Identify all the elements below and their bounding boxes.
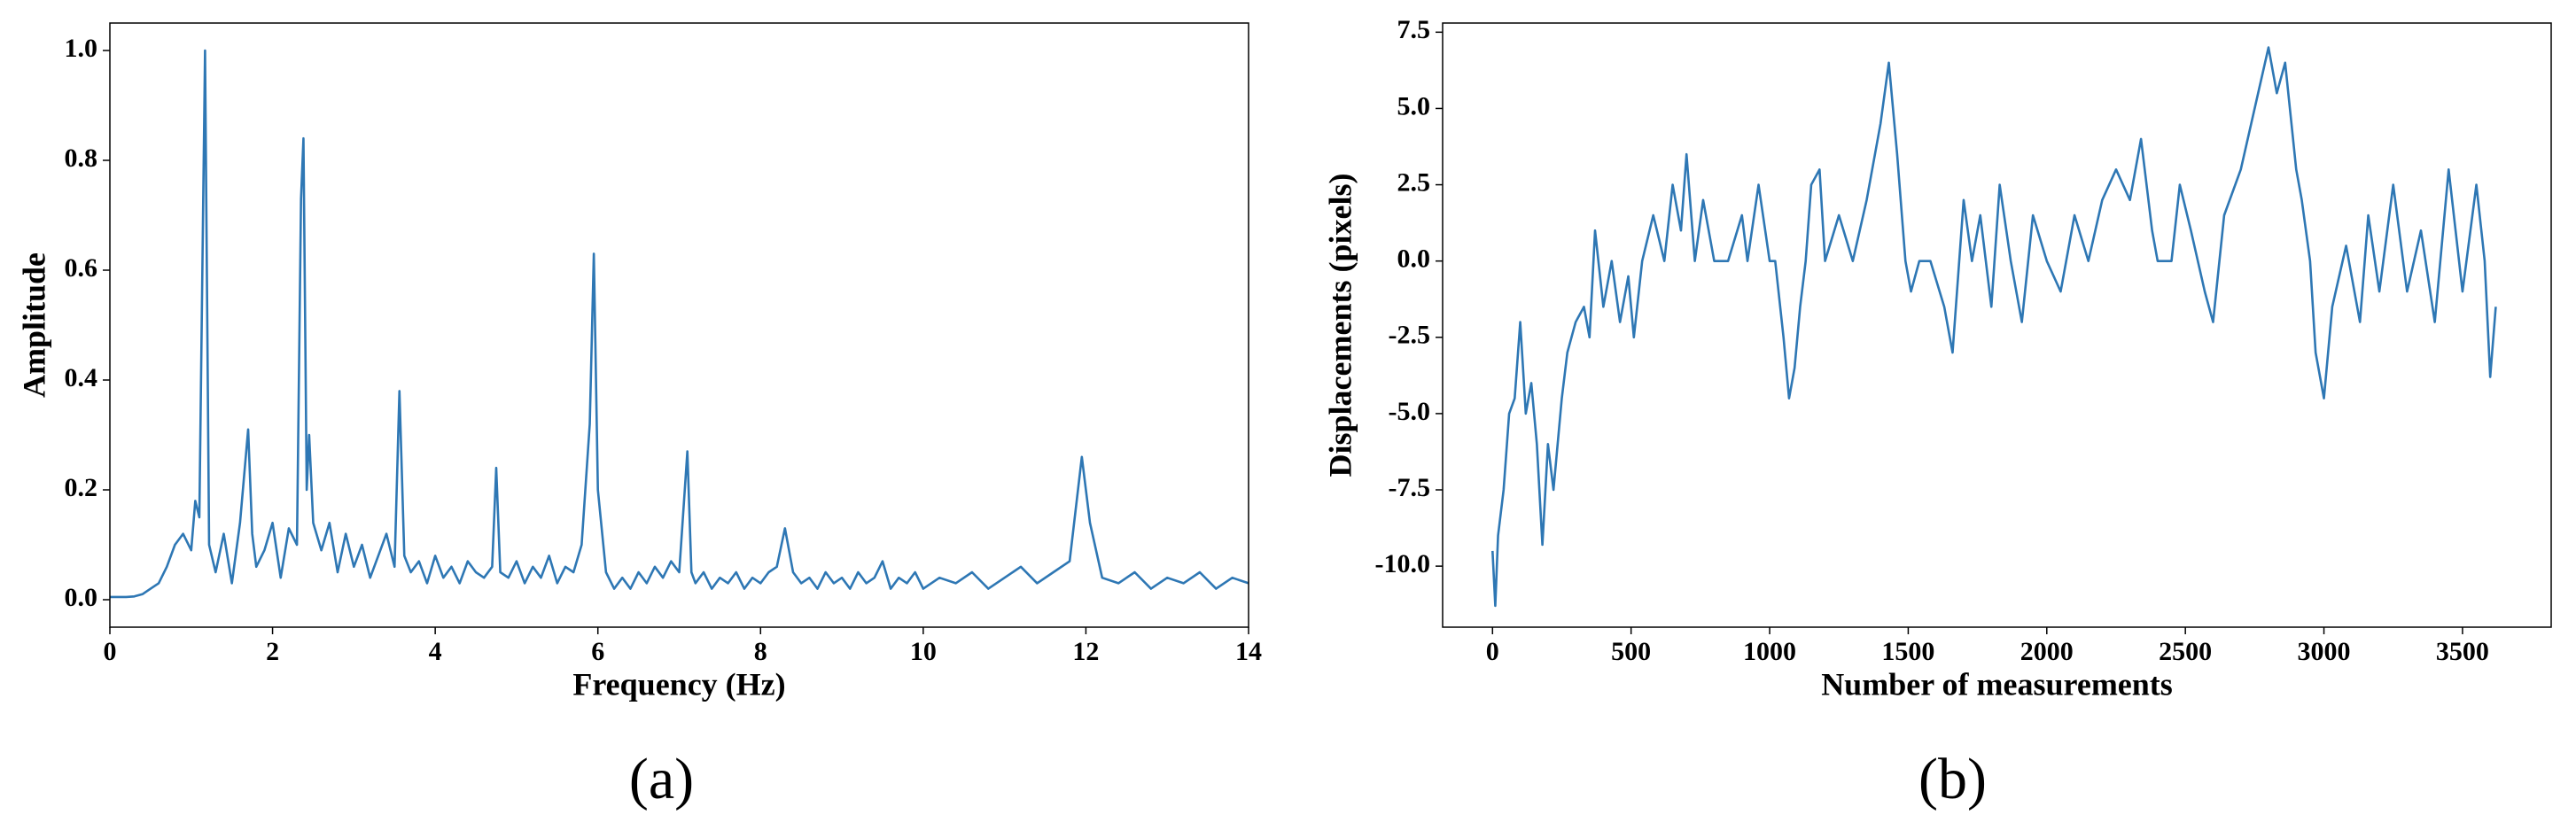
data-line bbox=[1491, 46, 2497, 608]
y-tick-label: -5.0 bbox=[1389, 397, 1431, 426]
x-tick-label: 12 bbox=[1072, 637, 1099, 666]
x-tick-label: 10 bbox=[910, 637, 937, 666]
x-tick-label: 8 bbox=[754, 637, 767, 666]
x-tick-label: 2500 bbox=[2159, 637, 2212, 666]
x-tick-label: 4 bbox=[429, 637, 442, 666]
x-tick-label: 0 bbox=[104, 637, 117, 666]
plot-frame bbox=[1442, 22, 2552, 628]
y-tick-label: 0.0 bbox=[65, 583, 98, 612]
y-tick-label: 7.5 bbox=[1397, 15, 1431, 44]
x-tick-label: 2000 bbox=[2020, 637, 2074, 666]
y-tick-label: -10.0 bbox=[1375, 549, 1431, 578]
x-tick-label: 3000 bbox=[2298, 637, 2351, 666]
y-tick-label: 2.5 bbox=[1397, 167, 1431, 197]
y-tick-label: 0.6 bbox=[65, 253, 98, 283]
caption: (a) bbox=[629, 747, 694, 811]
x-axis-label: Number of measurements bbox=[1821, 666, 2173, 702]
y-tick-label: 1.0 bbox=[65, 34, 98, 63]
y-tick-label: 0.4 bbox=[65, 363, 98, 392]
plot-frame bbox=[109, 22, 1249, 628]
x-tick-label: 3500 bbox=[2436, 637, 2489, 666]
x-tick-label: 1000 bbox=[1743, 637, 1796, 666]
data-line bbox=[110, 49, 1249, 599]
y-tick-label: 0.0 bbox=[1397, 244, 1431, 274]
y-tick-label: 5.0 bbox=[1397, 91, 1431, 120]
x-axis-label: Frequency (Hz) bbox=[572, 666, 785, 702]
x-tick-label: 500 bbox=[1611, 637, 1651, 666]
y-tick-label: 0.8 bbox=[65, 144, 98, 173]
y-tick-label: 0.2 bbox=[65, 473, 98, 502]
y-tick-label: -2.5 bbox=[1389, 321, 1431, 350]
x-tick-label: 1500 bbox=[1881, 637, 1934, 666]
caption: (b) bbox=[1918, 747, 1987, 811]
x-tick-label: 14 bbox=[1235, 637, 1262, 666]
y-axis-label: Displacements (pixels) bbox=[1322, 174, 1358, 477]
x-tick-label: 6 bbox=[591, 637, 604, 666]
y-tick-label: -7.5 bbox=[1389, 473, 1431, 502]
x-tick-label: 0 bbox=[1486, 637, 1499, 666]
y-axis-label: Amplitude bbox=[16, 252, 51, 398]
x-tick-label: 2 bbox=[266, 637, 279, 666]
